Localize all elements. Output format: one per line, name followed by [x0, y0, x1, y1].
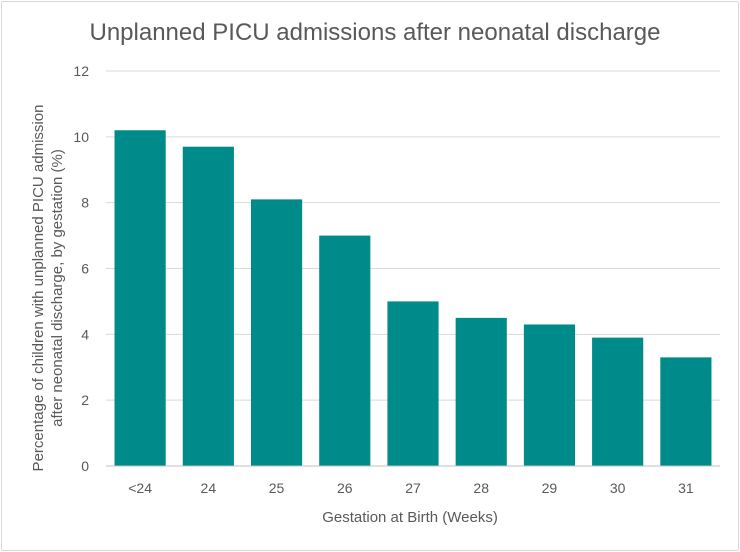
y-tick-label: 6	[81, 261, 89, 277]
y-axis-ticks: 0 2 4 6 8 10 12	[73, 63, 89, 474]
x-axis-ticks: <24 24 25 26 27 28 29 30 31	[128, 480, 694, 496]
x-tick-label: 27	[405, 480, 421, 496]
bar-24	[182, 146, 234, 467]
y-tick-label: 10	[73, 129, 89, 145]
bar-29	[523, 324, 576, 466]
y-tick-label: 2	[81, 392, 89, 408]
x-tick-label: <24	[128, 480, 152, 496]
bar-lt24	[114, 130, 166, 466]
bar-27	[387, 301, 439, 466]
x-tick-label: 25	[269, 480, 285, 496]
x-tick-label: 28	[473, 480, 489, 496]
y-tick-label: 0	[81, 458, 89, 474]
x-tick-label: 31	[678, 480, 694, 496]
bar-28	[455, 317, 507, 466]
chart-title: Unplanned PICU admissions after neonatal…	[90, 19, 661, 46]
y-axis-label: Percentage of children with unplanned PI…	[30, 105, 66, 472]
y-tick-label: 12	[73, 63, 89, 79]
bar-31	[660, 357, 712, 466]
x-tick-label: 26	[337, 480, 353, 496]
x-axis-label: Gestation at Birth (Weeks)	[322, 509, 498, 526]
x-tick-label: 24	[201, 480, 217, 496]
x-tick-label: 30	[610, 480, 626, 496]
bar-26	[319, 235, 371, 466]
y-tick-label: 4	[81, 326, 89, 342]
bar-25	[250, 199, 303, 466]
x-tick-label: 29	[542, 480, 558, 496]
y-tick-label: 8	[81, 195, 89, 211]
y-axis-label-line-2: after neonatal discharge, by gestation (…	[49, 149, 66, 427]
bars	[114, 130, 712, 467]
bar-30	[592, 337, 644, 466]
y-axis-label-line-1: Percentage of children with unplanned PI…	[30, 105, 47, 472]
